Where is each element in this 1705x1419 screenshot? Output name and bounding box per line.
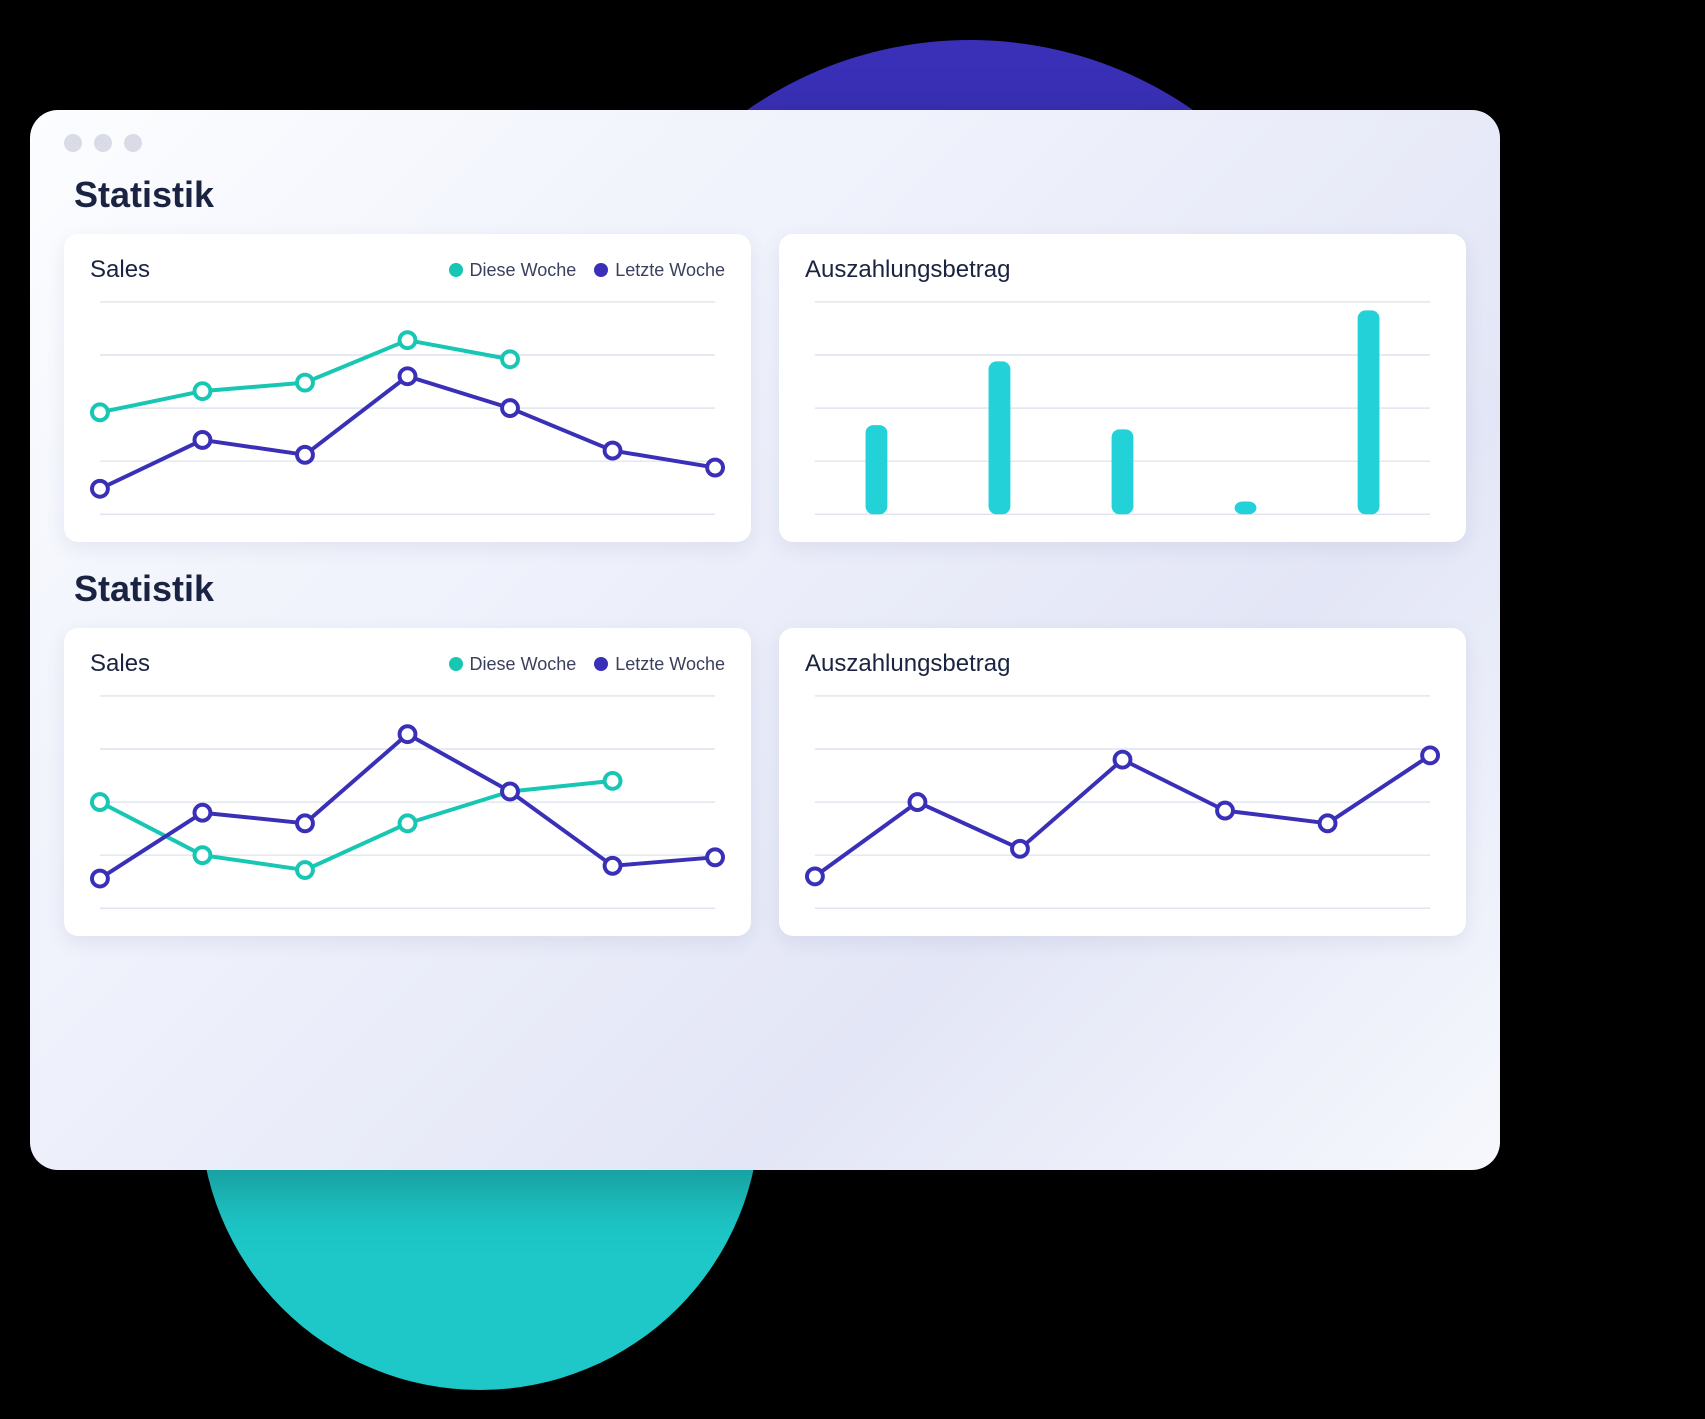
card-title: Sales xyxy=(90,650,150,678)
legend-dot-icon xyxy=(594,263,608,277)
card-header: Auszahlungsbetrag xyxy=(805,650,1440,678)
legend: Diese Woche Letzte Woche xyxy=(449,260,725,281)
row-top: Sales Diese Woche Letzte Woche Auszahlun… xyxy=(64,234,1466,542)
card-payout-bottom: Auszahlungsbetrag xyxy=(779,628,1466,936)
chart-sales-bottom xyxy=(90,688,725,916)
chart-payout-bottom xyxy=(805,688,1440,916)
card-header: Sales Diese Woche Letzte Woche xyxy=(90,650,725,678)
legend-dot-icon xyxy=(449,657,463,671)
chart-payout-top xyxy=(805,294,1440,522)
window-dot[interactable] xyxy=(94,134,112,152)
legend-item-diese-woche: Diese Woche xyxy=(449,260,577,281)
legend-item-diese-woche: Diese Woche xyxy=(449,654,577,675)
legend-label: Letzte Woche xyxy=(615,260,725,281)
window-dot[interactable] xyxy=(64,134,82,152)
card-header: Auszahlungsbetrag xyxy=(805,256,1440,284)
card-title: Auszahlungsbetrag xyxy=(805,650,1010,678)
chart-sales-top xyxy=(90,294,725,522)
window-dot[interactable] xyxy=(124,134,142,152)
card-title: Sales xyxy=(90,256,150,284)
app-window: Statistik Sales Diese Woche Letzte Woche xyxy=(30,110,1500,1170)
section-title: Statistik xyxy=(74,568,1466,610)
legend-label: Letzte Woche xyxy=(615,654,725,675)
legend-item-letzte-woche: Letzte Woche xyxy=(594,260,725,281)
card-title: Auszahlungsbetrag xyxy=(805,256,1010,284)
legend-item-letzte-woche: Letzte Woche xyxy=(594,654,725,675)
card-sales-bottom: Sales Diese Woche Letzte Woche xyxy=(64,628,751,936)
legend-label: Diese Woche xyxy=(470,260,577,281)
window-controls xyxy=(64,134,1466,152)
card-sales-top: Sales Diese Woche Letzte Woche xyxy=(64,234,751,542)
card-header: Sales Diese Woche Letzte Woche xyxy=(90,256,725,284)
legend: Diese Woche Letzte Woche xyxy=(449,654,725,675)
legend-dot-icon xyxy=(594,657,608,671)
legend-label: Diese Woche xyxy=(470,654,577,675)
card-payout-top: Auszahlungsbetrag xyxy=(779,234,1466,542)
section-title: Statistik xyxy=(74,174,1466,216)
legend-dot-icon xyxy=(449,263,463,277)
row-bottom: Sales Diese Woche Letzte Woche Auszahlun… xyxy=(64,628,1466,936)
